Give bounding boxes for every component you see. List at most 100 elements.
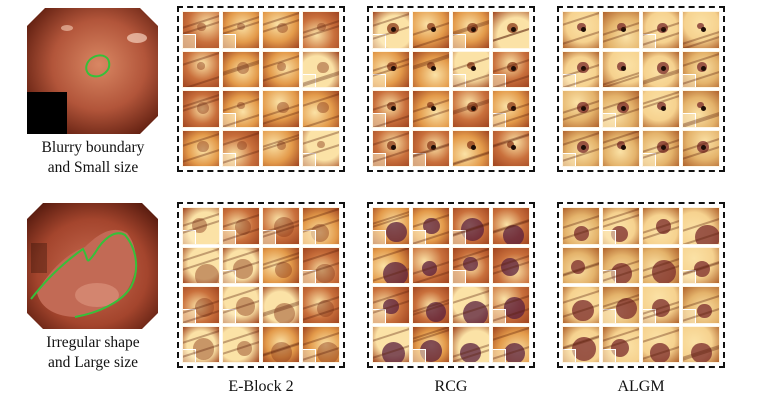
activation-blob [270,341,292,363]
column-label-algm: ALGM [617,378,665,395]
activation-blob [507,141,515,148]
activation-blob [617,141,626,149]
activation-blob [422,261,437,277]
feature-map-tile [562,207,600,245]
feature-map-tile [452,246,490,284]
tile-inset [413,230,427,244]
feature-map-tile [642,11,680,49]
feature-map-tile [302,207,340,245]
feature-map-tile [222,11,260,49]
endoscopy-image-case-2 [27,203,158,329]
activation-center [471,105,477,111]
activation-blob [382,261,408,284]
activation-blob [503,297,526,319]
tile-inset [223,152,237,166]
feature-map-tile [452,90,490,128]
tile-inset [683,113,697,127]
feature-map-tile [682,325,720,363]
activation-blob [693,261,711,278]
feature-map-tile [372,90,410,128]
feature-map-tile [182,325,220,363]
feature-map-tile [452,286,490,324]
tile-inset [373,152,387,166]
texture-streak [493,326,529,342]
activation-blob [572,299,594,321]
activation-blob [617,22,626,31]
texture-streak [373,326,409,343]
activation-blob [191,217,207,233]
activation-blob [502,224,525,244]
activation-blob [277,62,287,71]
feature-map-tile [372,50,410,88]
tile-inset [603,348,617,362]
feature-map-tile [492,286,530,324]
tile-inset [683,309,697,323]
activation-blob [316,342,339,363]
activation-blob [422,217,440,234]
feature-map-tile [412,50,450,88]
texture-streak [183,74,219,88]
activation-blob [697,101,705,109]
feature-map-tile [682,90,720,128]
tile-inset [493,348,507,362]
case-1-caption: Blurry boundary and Small size [41,139,145,176]
feature-map-tile [492,246,530,284]
activation-blob [615,298,638,320]
feature-map-tile [262,90,300,128]
activation-blob [656,218,672,235]
tile-inset [413,348,427,362]
feature-map-tile [602,11,640,49]
feature-map-tile [412,129,450,167]
activation-center [661,145,667,151]
tile-inset [303,73,317,87]
feature-map-tile [412,246,450,284]
feature-map-tile [262,207,300,245]
activation-blob [277,101,290,114]
feature-map-tile [682,286,720,324]
feature-map-tile [602,207,640,245]
activation-blob [317,62,329,74]
column-label-eblock2: E-Block 2 [228,378,294,395]
endoscopy-image-case-1 [27,8,158,134]
activation-center [391,66,397,72]
activation-blob [695,225,719,244]
feature-map-tile [642,207,680,245]
activation-center [701,26,707,32]
feature-map-tile [492,50,530,88]
activation-blob [463,256,479,272]
activation-blob [463,301,489,323]
activation-blob [617,62,626,71]
activation-center [581,105,587,111]
feature-map-tile [262,286,300,324]
feature-map-tile [412,11,450,49]
tile-inset [223,34,237,48]
tile-inset [453,34,467,48]
tile-inset [183,34,197,48]
tile-inset [493,113,507,127]
feature-map-tile [602,286,640,324]
activation-blob [460,342,481,363]
activation-blob [697,303,713,319]
feature-map-tile [492,129,530,167]
feature-map-tile [682,50,720,88]
feature-map-tile [302,246,340,284]
activation-blob [317,22,327,32]
tile-inset [563,73,577,87]
tile-inset [223,113,237,127]
activation-center [511,145,517,151]
feature-map-tile [452,11,490,49]
activation-blob [237,341,252,356]
feature-map-tile [302,129,340,167]
feature-map-tile [562,325,600,363]
activation-blob [277,22,289,34]
activation-center [431,105,437,111]
activation-center [621,66,627,72]
feature-map-tile [222,50,260,88]
feature-map-tile [182,286,220,324]
feature-map-tile [372,129,410,167]
feature-map-tile [372,246,410,284]
activation-center [431,145,437,151]
feature-map-tile [182,50,220,88]
activation-blob [426,302,447,323]
feature-map-tile [642,246,680,284]
